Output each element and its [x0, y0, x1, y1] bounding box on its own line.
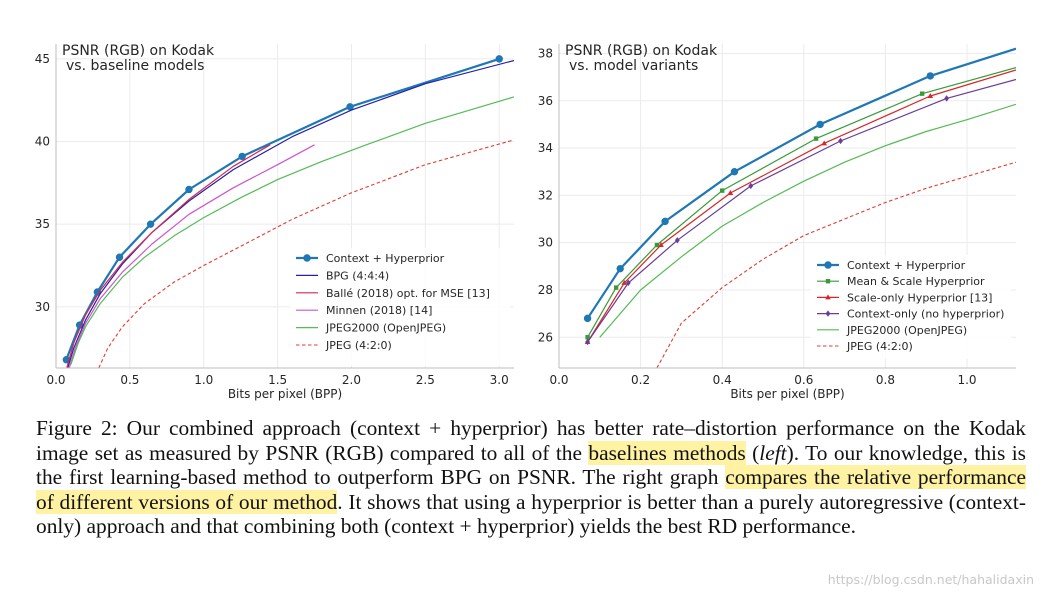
left-y-tick-label: 30 — [35, 300, 50, 314]
right-y-tick-label: 30 — [538, 236, 553, 250]
right-data-point-context-only-no-hyperprior — [838, 137, 843, 145]
right-legend-label-context-hyperprior: Context + Hyperprior — [847, 259, 966, 272]
caption-text-1: Figure 2: Our combined approach (context… — [36, 416, 1026, 465]
right-data-point-context-hyperprior — [616, 264, 624, 273]
left-legend-label-context-hyperprior: Context + Hyperprior — [326, 252, 445, 265]
left-legend-label-jpeg-4-2-0: JPEG (4:2:0) — [325, 339, 392, 352]
figure-panels: 0.0 0.5 1.0 1.5 2.0 2.5 3.0 30 35 40 45 Bits per pi… — [35, 43, 1016, 401]
left-chart-title: PSNR (RGB) on Kodak vs. baseline models — [62, 43, 215, 74]
right-legend-box — [811, 255, 1011, 359]
left-legend-label-jpeg2000-openjpeg: JPEG2000 (OpenJPEG) — [325, 322, 446, 335]
right-y-tick-label: 36 — [538, 94, 553, 108]
left-data-point-context-hyperprior — [115, 253, 124, 261]
left-legend-label-bpg-4-4-4: BPG (4:4:4) — [326, 269, 389, 282]
caption-text-3: ). To our knowledge, this is the first l… — [36, 440, 1026, 490]
left-y-tick-label: 40 — [35, 135, 50, 149]
right-legend-marker-context-hyperprior — [824, 261, 832, 269]
right-x-tick-label: 0.6 — [794, 373, 813, 387]
right-data-point-mean-scale-hyperprior — [585, 335, 590, 340]
left-x-tick-label: 3.0 — [490, 373, 509, 387]
right-x-axis-title: Bits per pixel (BPP) — [730, 387, 844, 401]
right-y-tick-label: 38 — [538, 46, 553, 60]
right-data-point-context-hyperprior — [816, 120, 824, 129]
caption-highlight-baselines: baselines methods — [588, 440, 746, 465]
chart-right-model-variants: 0.0 0.2 0.4 0.6 0.8 1.0 26 28 30 32 34 36 38 Bits per… — [538, 43, 1016, 401]
figure-caption: Figure 2: Our combined approach (context… — [36, 416, 1026, 539]
left-legend-label-ball-2018-opt-for-mse-13: Ballé (2018) opt. for MSE [13] — [326, 287, 490, 300]
right-series-line-jpeg2000-openjpeg — [599, 103, 1016, 338]
right-data-point-mean-scale-hyperprior — [654, 242, 660, 248]
caption-text-2: ( — [745, 440, 760, 465]
right-y-tick-label: 26 — [538, 330, 553, 344]
left-x-tick-label: 2.5 — [416, 373, 435, 387]
right-y-tick-label: 28 — [538, 283, 553, 297]
left-legend-box — [290, 248, 510, 366]
right-data-point-context-hyperprior — [926, 72, 935, 80]
left-data-point-context-hyperprior — [146, 220, 155, 228]
right-y-tick-label: 32 — [538, 188, 553, 202]
left-y-tick-label: 35 — [35, 217, 50, 231]
left-x-axis-title: Bits per pixel (BPP) — [228, 387, 342, 401]
right-legend-label-jpeg-4-2-0: JPEG (4:2:0) — [846, 340, 913, 353]
right-data-point-scale-only-hyperprior-13 — [621, 279, 628, 285]
right-data-point-scale-only-hyperprior-13 — [927, 93, 934, 99]
right-legend-label-jpeg2000-openjpeg: JPEG2000 (OpenJPEG) — [846, 324, 967, 337]
right-data-point-mean-scale-hyperprior — [813, 136, 819, 141]
left-legend: Context + Hyperprior BPG (4:4:4) Ballé (20… — [290, 248, 510, 366]
right-series-line-jpeg-4-2-0 — [656, 161, 1016, 368]
right-legend-marker-context-only-no-hyperprior — [825, 310, 831, 317]
right-data-point-scale-only-hyperprior-13 — [727, 189, 734, 195]
right-data-point-scale-only-hyperprior-13 — [821, 140, 828, 146]
caption-emphasis-left: left — [759, 440, 787, 465]
watermark-url: https://blog.csdn.net/hahalidaxin — [827, 572, 1034, 587]
right-x-tick-label: 0.4 — [713, 373, 732, 387]
right-x-tick-label: 0.0 — [549, 373, 568, 387]
right-legend-marker-scale-only-hyperprior-13 — [825, 294, 831, 300]
left-data-point-context-hyperprior — [495, 55, 503, 63]
left-legend-label-minnen-2018-14: Minnen (2018) [14] — [326, 304, 432, 317]
left-series-line-jpeg2000-openjpeg — [70, 96, 514, 365]
right-data-point-mean-scale-hyperprior — [919, 91, 925, 96]
caption-text-4: . It shows that using a hyperprior is be… — [36, 489, 1026, 539]
right-data-point-context-only-no-hyperprior — [674, 237, 680, 244]
right-data-point-mean-scale-hyperprior — [720, 188, 725, 193]
right-legend-label-mean-scale-hyperprior: Mean & Scale Hyperprior — [847, 275, 985, 288]
right-legend-label-context-only-no-hyperprior: Context-only (no hyperprior) — [847, 308, 1004, 321]
right-data-point-context-only-no-hyperprior — [748, 182, 754, 190]
right-legend: Context + Hyperprior Mean & Scale Hyperpr… — [811, 255, 1011, 359]
left-y-tick-label: 45 — [35, 52, 50, 66]
left-data-point-context-hyperprior — [346, 103, 354, 111]
right-data-point-context-only-no-hyperprior — [625, 279, 631, 287]
left-x-tick-label: 2.0 — [342, 373, 361, 387]
left-x-tick-label: 1.5 — [268, 373, 287, 387]
left-legend-marker-context-hyperprior — [303, 254, 311, 262]
left-data-point-context-hyperprior — [185, 185, 193, 194]
left-x-tick-label: 0.0 — [46, 373, 65, 387]
right-data-point-context-hyperprior — [661, 217, 669, 226]
right-x-tick-label: 0.8 — [876, 373, 895, 387]
right-x-tick-label: 1.0 — [957, 373, 976, 387]
right-chart-title: PSNR (RGB) on Kodak vs. model variants — [565, 43, 718, 74]
right-data-point-context-only-no-hyperprior — [585, 338, 590, 346]
right-data-point-context-hyperprior — [730, 168, 739, 176]
right-y-tick-label: 34 — [538, 141, 553, 155]
chart-left-baseline-models: 0.0 0.5 1.0 1.5 2.0 2.5 3.0 30 35 40 45 Bits per pi… — [35, 43, 514, 401]
right-data-point-context-only-no-hyperprior — [944, 95, 950, 102]
left-series-line-ball-2018-opt-for-mse-13 — [66, 144, 271, 368]
right-legend-marker-mean-scale-hyperprior — [825, 279, 831, 284]
right-legend-label-scale-only-hyperprior-13: Scale-only Hyperprior [13] — [847, 291, 992, 304]
left-data-point-context-hyperprior — [238, 152, 246, 161]
right-data-point-scale-only-hyperprior-13 — [658, 242, 664, 248]
left-x-tick-label: 0.5 — [120, 373, 139, 387]
left-series-line-jpeg-4-2-0 — [98, 139, 514, 368]
right-data-point-context-hyperprior — [583, 314, 592, 323]
left-series-line-minnen-2018-14 — [68, 144, 315, 368]
left-x-tick-label: 1.0 — [194, 373, 213, 387]
right-x-tick-label: 0.2 — [631, 373, 650, 387]
right-data-point-mean-scale-hyperprior — [613, 285, 619, 290]
